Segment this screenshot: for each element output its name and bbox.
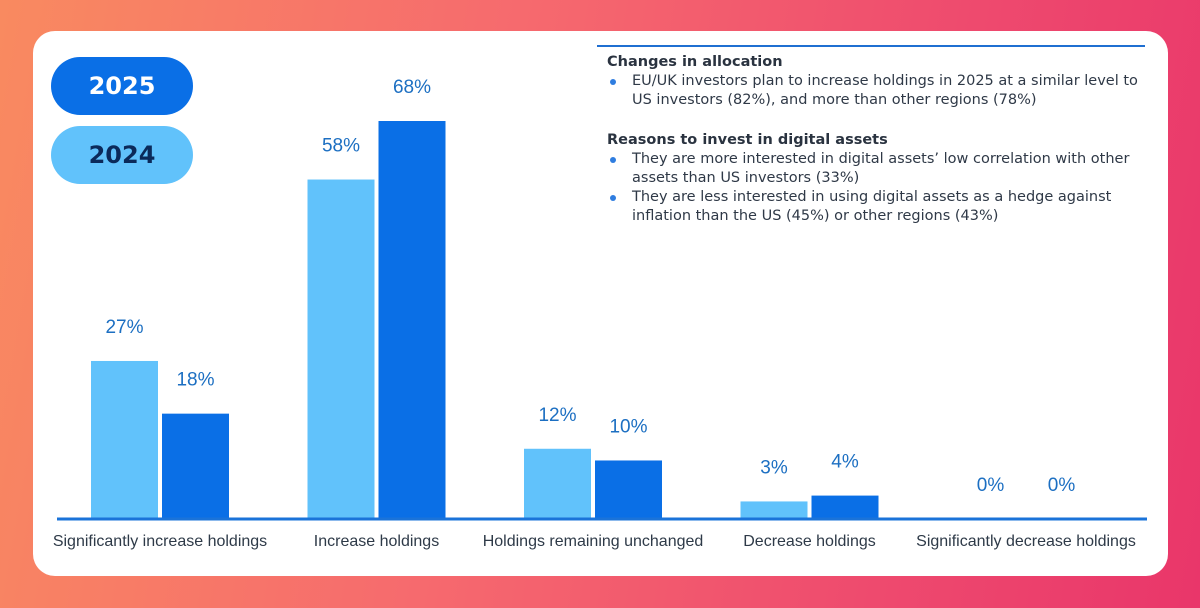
legend-2025-label: 2025 (88, 72, 156, 100)
bullet-icon (610, 79, 616, 85)
notes-list-reasons: They are more interested in digital asse… (597, 150, 1145, 226)
bullet-icon (610, 195, 616, 201)
bullet-icon (610, 157, 616, 163)
note-item: They are less interested in using digita… (607, 188, 1145, 226)
legend-2024-badge: 2024 (51, 126, 193, 184)
note-item: They are more interested in digital asse… (607, 150, 1145, 188)
notes-panel: Changes in allocation EU/UK investors pl… (597, 45, 1145, 226)
data-label-2025-0: 18% (176, 370, 214, 391)
category-label-1: Increase holdings (314, 533, 439, 550)
note-text: EU/UK investors plan to increase holding… (632, 73, 1138, 108)
data-label-2025-3: 4% (831, 452, 859, 473)
chart-card: 2025 2024 Changes in allocation EU/UK in… (33, 31, 1168, 576)
note-item: EU/UK investors plan to increase holding… (607, 72, 1145, 110)
data-label-2025-1: 68% (393, 77, 431, 98)
legend-2025-badge: 2025 (51, 57, 193, 115)
note-text: They are more interested in digital asse… (632, 151, 1130, 186)
bar-2024-2 (524, 448, 591, 519)
bar-2024-0 (91, 360, 158, 519)
bar-2024-1 (307, 179, 375, 519)
data-label-2024-3: 3% (760, 457, 788, 478)
data-label-2024-4: 0% (977, 475, 1005, 496)
data-label-2024-2: 12% (538, 405, 576, 426)
bar-2024-3 (740, 501, 808, 519)
bar-2025-1 (378, 121, 446, 519)
bar-2025-2 (595, 460, 662, 519)
data-label-2024-0: 27% (105, 317, 143, 338)
category-label-2: Holdings remaining unchanged (483, 533, 704, 550)
bar-2025-0 (162, 413, 229, 519)
category-label-0: Significantly increase holdings (53, 533, 267, 550)
data-label-2025-2: 10% (609, 416, 647, 437)
notes-heading-allocation: Changes in allocation (607, 54, 783, 70)
notes-list-allocation: EU/UK investors plan to increase holding… (597, 72, 1145, 110)
category-label-3: Decrease holdings (743, 533, 876, 550)
note-text: They are less interested in using digita… (632, 189, 1112, 224)
bar-2025-3 (811, 495, 879, 519)
data-label-2024-1: 58% (322, 136, 360, 157)
bar-chart: 27% 18% Significantly increase holdings 58%… (53, 77, 1147, 550)
category-label-4: Significantly decrease holdings (916, 533, 1136, 550)
legend-2024-label: 2024 (88, 141, 156, 169)
data-label-2025-4: 0% (1048, 475, 1076, 496)
notes-heading-reasons: Reasons to invest in digital assets (607, 132, 888, 148)
